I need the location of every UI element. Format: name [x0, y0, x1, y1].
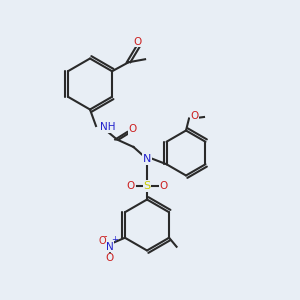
Text: N: N — [143, 154, 151, 164]
Text: +: + — [111, 235, 118, 244]
Text: O: O — [106, 253, 114, 263]
Text: O: O — [126, 181, 135, 191]
Text: N: N — [106, 242, 114, 252]
Text: -: - — [104, 231, 107, 241]
Text: O: O — [99, 236, 106, 246]
Text: O: O — [190, 111, 199, 121]
Text: S: S — [143, 181, 151, 191]
Text: O: O — [134, 37, 142, 47]
Text: O: O — [128, 124, 137, 134]
Text: O: O — [159, 181, 168, 191]
Text: NH: NH — [100, 122, 115, 133]
